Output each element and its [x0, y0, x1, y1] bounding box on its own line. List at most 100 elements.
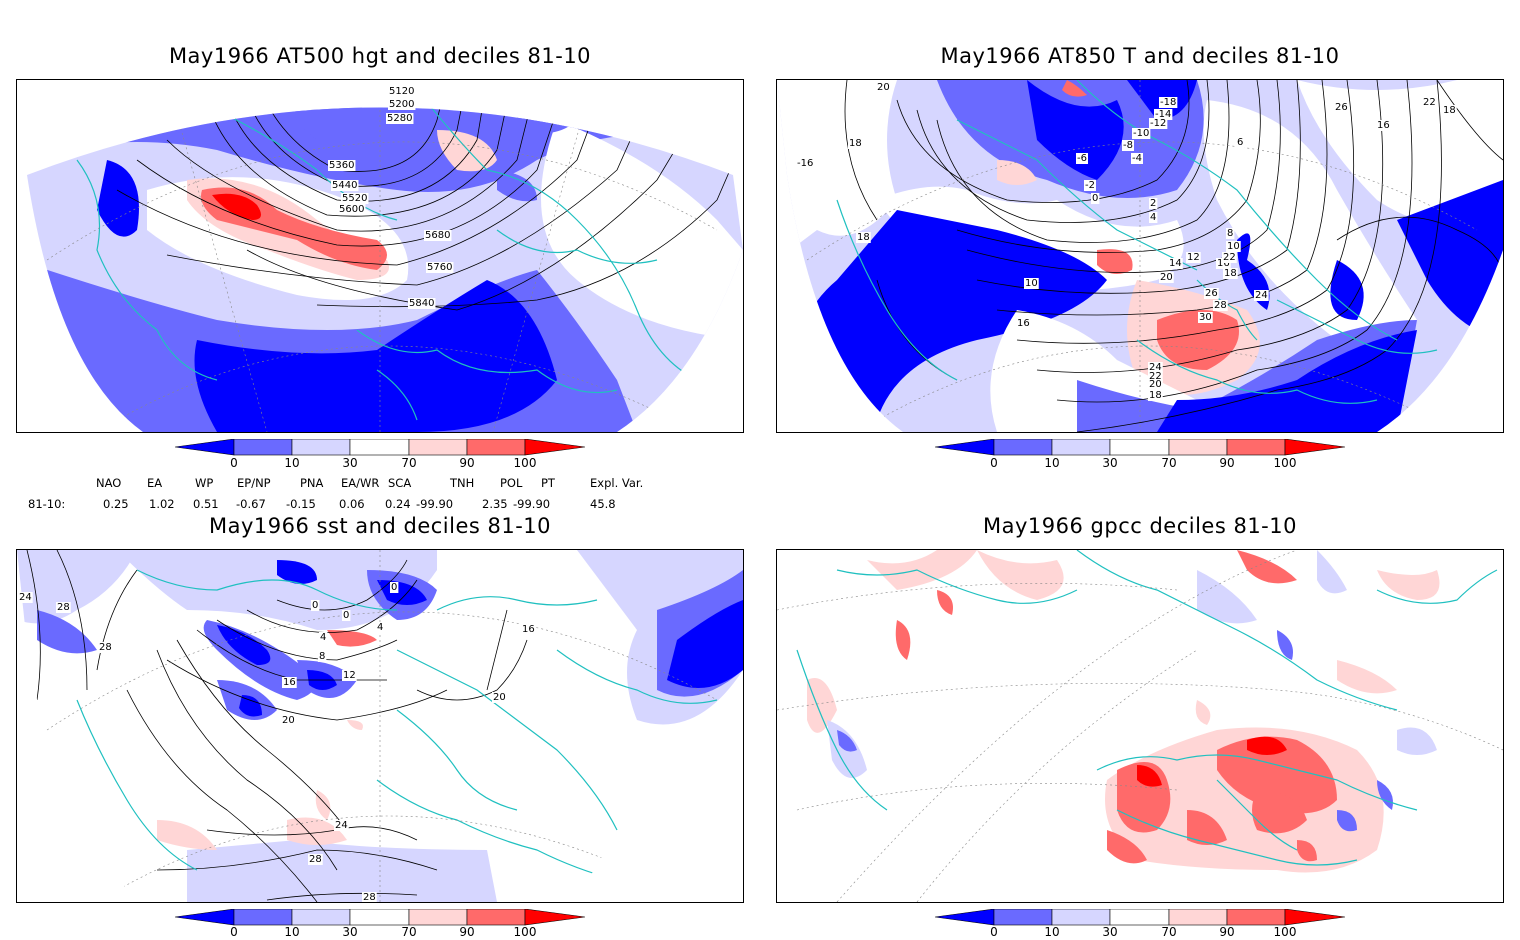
panel4-colorbar: 0 10 30 70 90 100: [935, 909, 1345, 940]
colorbar-tick: 0: [230, 925, 238, 939]
p2-contour-label: -6: [1077, 153, 1087, 164]
p2-contour-label: 2: [1150, 198, 1156, 209]
p3-contour-label: 4: [320, 632, 326, 643]
index-header: NAO: [96, 476, 122, 490]
p2-contour-label: -10: [1133, 128, 1149, 139]
p2-contour-label: 26: [1335, 102, 1348, 113]
p2-contour-label: -12: [1150, 118, 1166, 129]
panel1-contour-labels: 5120 5200 5280 5360 5440 5520 5600 5680 …: [328, 86, 454, 309]
p1-contour-label: 5680: [425, 230, 450, 241]
p2-contour-label: 10: [1025, 278, 1038, 289]
p1-contour-label: 5520: [342, 193, 367, 204]
p2-contour-label: 20: [1160, 272, 1173, 283]
p3-contour-label: 0: [343, 610, 349, 621]
panel2-contour-labels: 20 18 -16 16 18 10 -18 -14 -12 -10 -8 -6…: [796, 82, 1457, 401]
index-value: 0.51: [193, 497, 219, 511]
panel3-title: May1966 sst and deciles 81-10: [208, 514, 552, 538]
index-value: -99.90: [513, 497, 551, 511]
p2-contour-label: 18: [857, 232, 870, 243]
index-header: POL: [500, 476, 523, 490]
p1-contour-label: 5120: [389, 86, 414, 97]
index-header: SCA: [388, 476, 412, 490]
index-header: EA/WR: [341, 476, 380, 490]
p2-contour-label: 6: [1237, 137, 1243, 148]
index-value: -99.90: [416, 497, 454, 511]
p3-contour-label: 20: [282, 715, 295, 726]
index-value: 1.02: [149, 497, 175, 511]
index-value: -0.67: [236, 497, 266, 511]
p3-contour-label: 0: [312, 600, 318, 611]
colorbar-tick: 10: [284, 456, 300, 470]
panel2-colorbar: 0 10 30 70 90 100: [935, 439, 1345, 477]
colorbar-tick: 100: [1273, 925, 1297, 939]
panel3-contour-labels: 24 28 28 0 0 0 4 4 8 12 16 20 20 24 28 2…: [18, 582, 536, 902]
p2-contour-label: 4: [1150, 212, 1156, 223]
panel3-graticule: [46, 550, 718, 902]
p2-contour-label: 8: [1227, 228, 1233, 239]
colorbar-svg: [175, 909, 585, 926]
p2-contour-label: 18: [849, 138, 862, 149]
index-header: PT: [541, 476, 555, 490]
colorbar-tick: 0: [990, 456, 998, 470]
panel4-map-svg: [777, 550, 1503, 902]
colorbar-tick: 10: [284, 925, 300, 939]
panel3-map-svg: 24 28 28 0 0 0 4 4 8 12 16 20 20 24 28 2…: [17, 550, 743, 902]
colorbar-tick: 0: [990, 925, 998, 939]
index-header: WP: [195, 476, 214, 490]
p2-contour-label: -16: [797, 158, 813, 169]
colorbar-tick: 10: [1044, 925, 1060, 939]
index-value: 0.24: [385, 497, 411, 511]
panel1-graticule: [46, 107, 718, 432]
p1-contour-label: 5840: [409, 298, 434, 309]
p3-contour-label: 24: [335, 820, 348, 831]
colorbar-tick: 10: [1044, 456, 1060, 470]
panel1-map-svg: 5120 5200 5280 5360 5440 5520 5600 5680 …: [27, 86, 743, 432]
index-row-label: 81-10:: [28, 497, 66, 511]
p3-contour-label: 0: [391, 582, 397, 593]
index-value: -0.15: [286, 497, 316, 511]
panel2-map: 20 18 -16 16 18 10 -18 -14 -12 -10 -8 -6…: [776, 79, 1504, 433]
colorbar-tick: 30: [342, 456, 358, 470]
p2-contour-label: 20: [877, 82, 890, 93]
p2-contour-label: -2: [1085, 180, 1095, 191]
p2-contour-label: -8: [1123, 140, 1133, 151]
panel4-graticule: [777, 550, 1503, 902]
p2-contour-label: 18: [1149, 390, 1162, 401]
p2-contour-label: 10: [1227, 241, 1240, 252]
p2-contour-label: 18: [1443, 105, 1456, 116]
p2-contour-label: -18: [1160, 97, 1176, 108]
index-value: 45.8: [590, 497, 616, 511]
p2-contour-label: 24: [1255, 290, 1268, 301]
colorbar-tick: 90: [1219, 456, 1235, 470]
p2-contour-label: 16: [1217, 258, 1230, 269]
p3-contour-label: 16: [522, 624, 535, 635]
colorbar-tick: 90: [459, 925, 475, 939]
p3-contour-label: 28: [363, 892, 376, 902]
p3-contour-label: 12: [343, 670, 356, 681]
p2-contour-label: 20: [1149, 379, 1162, 390]
index-header: PNA: [300, 476, 324, 490]
p3-contour-label: 8: [319, 651, 325, 662]
panel2-graticule: [806, 80, 1478, 432]
panel2-map-svg: 20 18 -16 16 18 10 -18 -14 -12 -10 -8 -6…: [777, 80, 1503, 432]
p2-contour-label: 18: [1224, 268, 1237, 279]
colorbar-tick: 100: [1273, 456, 1297, 470]
colorbar-tick: 30: [1102, 925, 1118, 939]
panel3-map: 24 28 28 0 0 0 4 4 8 12 16 20 20 24 28 2…: [16, 549, 744, 903]
index-value: 0.25: [103, 497, 129, 511]
panel1-title: May1966 AT500 hgt and deciles 81-10: [168, 44, 592, 68]
panel1-map: 5120 5200 5280 5360 5440 5520 5600 5680 …: [16, 79, 744, 433]
p2-contour-label: 28: [1214, 300, 1227, 311]
p2-contour-label: 24: [1149, 362, 1162, 373]
p2-contour-label: 22: [1423, 97, 1436, 108]
index-header: Expl. Var.: [590, 476, 644, 490]
p2-contour-label: 30: [1199, 312, 1212, 323]
p1-contour-label: 5760: [427, 262, 452, 273]
p2-contour-label: 22: [1223, 252, 1236, 263]
colorbar-tick: 30: [342, 925, 358, 939]
p1-contour-label: 5280: [387, 113, 412, 124]
p2-contour-label: -14: [1155, 109, 1171, 120]
p3-contour-label: 28: [309, 854, 322, 865]
p1-contour-label: 5440: [332, 180, 357, 191]
p2-contour-label: 12: [1187, 252, 1200, 263]
